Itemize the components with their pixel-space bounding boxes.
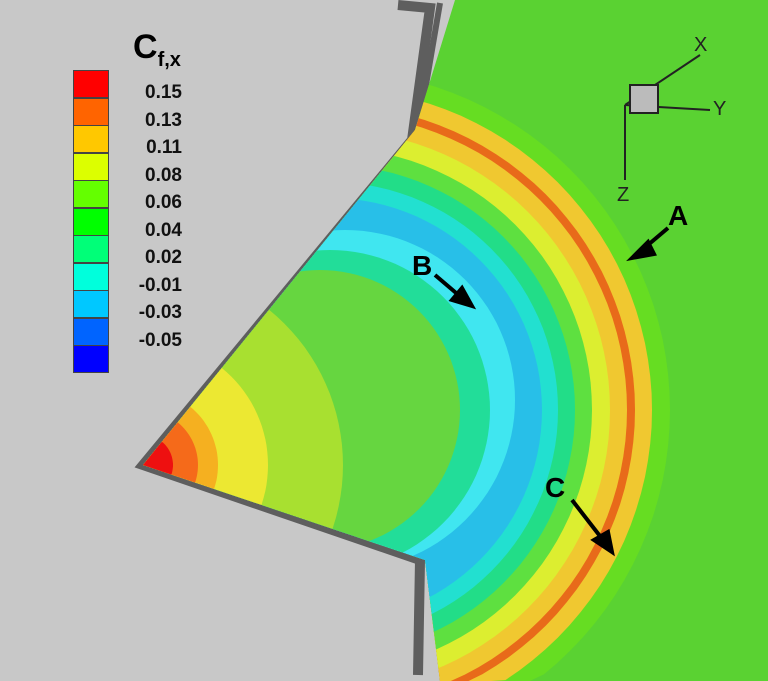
annotation-arrows: [433, 226, 670, 557]
legend-swatch: [73, 262, 109, 291]
legend-swatch: [73, 180, 109, 208]
legend-swatch: [73, 70, 109, 98]
axis-z-label: Z: [617, 184, 630, 206]
legend-tick-label: 0.15: [145, 82, 182, 103]
legend-tick-label: 0.06: [145, 192, 182, 213]
axis-x-label: X: [694, 34, 708, 56]
contour-band: [143, 435, 173, 495]
legend-tick-label: -0.03: [138, 302, 182, 323]
legend-tick-label: 0.04: [145, 219, 182, 241]
annotation-c: C: [545, 472, 566, 503]
legend-tick-label: 0.11: [146, 137, 182, 158]
legend-tick-label: -0.05: [138, 329, 182, 351]
annotation-a: A: [668, 200, 689, 231]
annotation-b: B: [412, 250, 433, 281]
legend-swatch: [73, 97, 109, 126]
legend-tick-label: 0.08: [145, 164, 182, 186]
legend-swatch: [73, 290, 109, 318]
legend-swatch: [73, 152, 109, 181]
legend-swatch: [73, 125, 109, 153]
axis-y-label: Y: [713, 98, 727, 120]
legend-tick-label: 0.13: [145, 109, 182, 131]
legend-tick-label: -0.01: [138, 274, 182, 296]
legend-swatch: [73, 345, 109, 373]
legend-title: Cf,x: [133, 28, 181, 71]
legend-swatch: [73, 207, 109, 236]
legend-swatch: [73, 235, 109, 263]
axes-triad: [624, 54, 711, 180]
legend-tick-label: 0.02: [145, 247, 182, 268]
legend-swatch: [73, 317, 109, 346]
